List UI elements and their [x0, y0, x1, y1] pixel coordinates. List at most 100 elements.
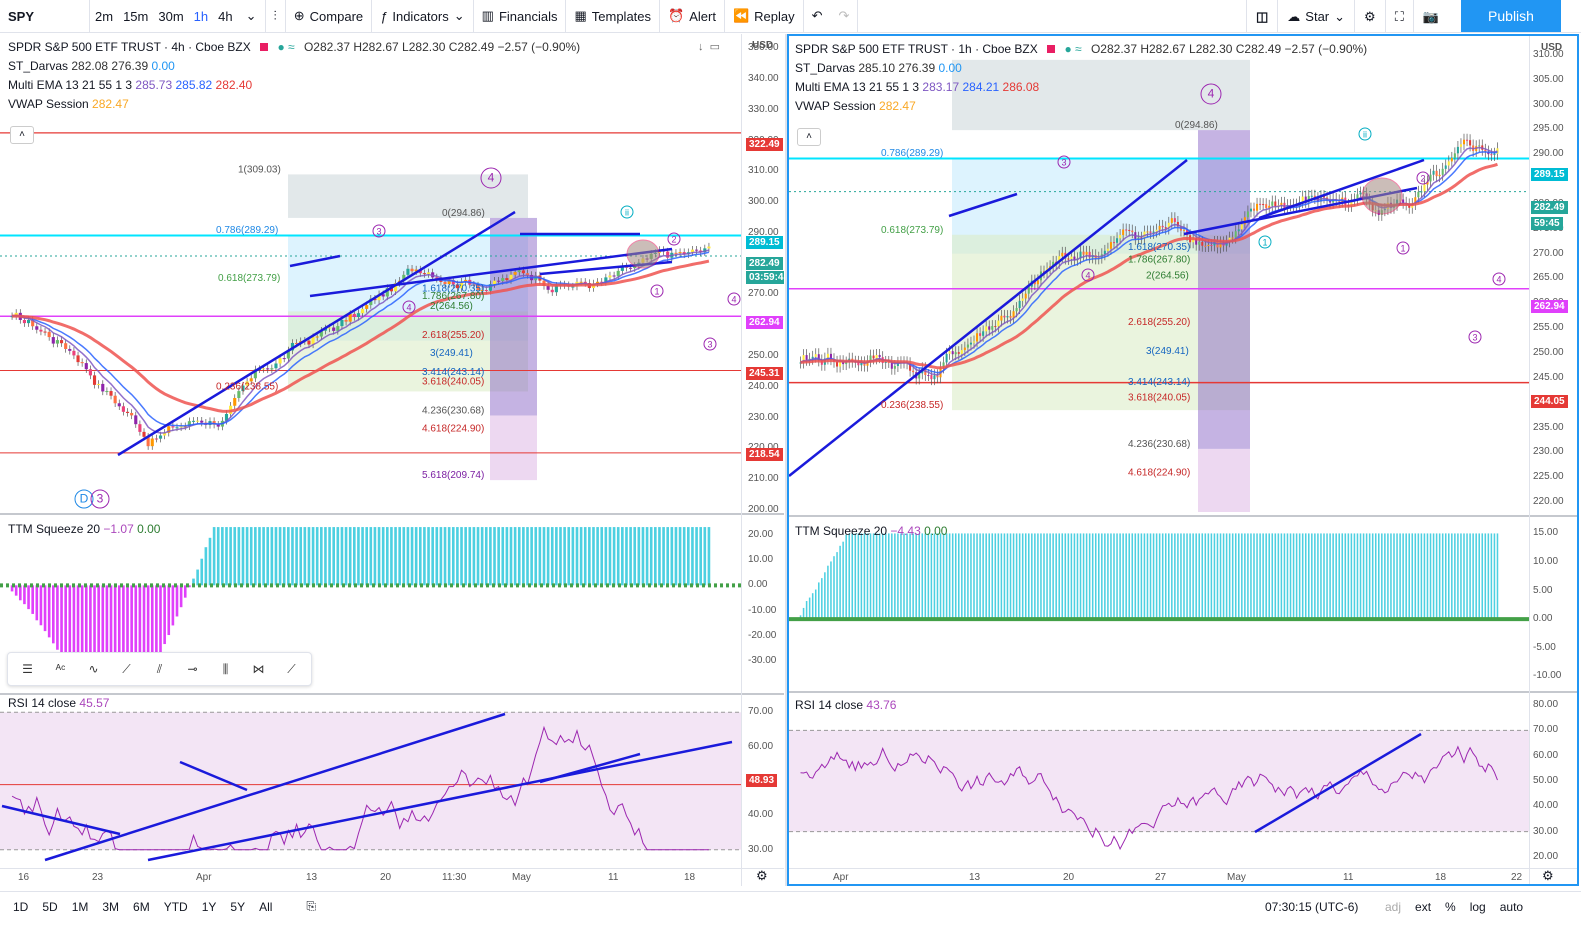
range-1d[interactable]: 1D [13, 899, 29, 914]
range-1m[interactable]: 1M [71, 899, 89, 914]
settings-button[interactable]: ⚙ [1354, 0, 1385, 33]
scale-opt-3[interactable]: log [1469, 899, 1486, 914]
candle-body [666, 251, 670, 258]
left-price-axis[interactable] [741, 34, 784, 886]
candle-body [1234, 231, 1237, 238]
right-chart-pane[interactable]: 0(294.86) 0.786(289.29) 0.618(273.79) 1.618… [787, 34, 1579, 886]
candle-body [682, 252, 686, 255]
interval-4h[interactable]: 4h [218, 8, 233, 24]
left-chart-canvas[interactable]: 1(309.03) 0.786(289.29) 0.618(273.79) 0(294… [0, 34, 784, 886]
collapse-legend-button[interactable]: ˄ [10, 126, 34, 144]
compare-button[interactable]: ⊕ Compare [286, 0, 373, 33]
right-vwap-label[interactable]: VWAP Session [795, 99, 876, 113]
symbol-search[interactable]: SPY [0, 0, 90, 33]
publish-button[interactable]: Publish [1461, 0, 1561, 32]
scale-opt-0[interactable]: adj [1385, 899, 1402, 914]
candle-body [802, 355, 805, 363]
right-darvas-label[interactable]: ST_Darvas [795, 61, 856, 75]
right-chart-canvas[interactable]: 0(294.86) 0.786(289.29) 0.618(273.79) 1.618… [789, 36, 1577, 884]
chart-type-button[interactable]: ⫶ [266, 0, 286, 33]
candle-body [554, 285, 558, 293]
candle-body [600, 281, 604, 283]
right-axis-settings-icon[interactable]: ⚙ [1542, 868, 1554, 883]
range-ytd[interactable]: YTD [163, 899, 188, 914]
collapse-legend-button[interactable]: ˄ [797, 128, 821, 146]
left-chart-pane[interactable]: 1(309.03) 0.786(289.29) 0.618(273.79) 0(294… [0, 34, 784, 886]
left-darvas-label[interactable]: ST_Darvas [8, 59, 69, 73]
candle-body [72, 350, 76, 356]
star-layout-button[interactable]: ☁ Star ⌄ [1277, 0, 1354, 33]
goto-date-icon[interactable]: ⎘ [306, 899, 317, 913]
right-rsi-label[interactable]: RSI 14 close [795, 698, 864, 712]
templates-button[interactable]: ▦ Templates [566, 0, 661, 33]
scale-opt-1[interactable]: ext [1415, 899, 1432, 914]
top-toolbar: SPY 2m 15m 30m 1h 4h ⌄ ⫶ ⊕ Compare ƒ Indic… [0, 0, 1581, 33]
candle-body [1240, 224, 1243, 230]
candle-body [942, 362, 945, 368]
range-3m[interactable]: 3M [102, 899, 120, 914]
replay-button[interactable]: ⏪ Replay [725, 0, 804, 33]
indicators-button[interactable]: ƒ Indicators ⌄ [372, 0, 474, 33]
fib-label: 5.618(209.74) [422, 470, 484, 481]
candle-body [1109, 242, 1112, 249]
range-all[interactable]: All [259, 899, 273, 914]
fullscreen-button[interactable]: ⛶ [1384, 0, 1413, 33]
candle-body [912, 370, 915, 373]
layout-button[interactable]: ◫ [1246, 0, 1277, 33]
ttm-tick: 0.00 [748, 579, 768, 591]
fib-fan-icon[interactable]: ⫽ [156, 661, 163, 676]
scale-opt-4[interactable]: auto [1499, 899, 1524, 914]
interval-1h[interactable]: 1h [193, 8, 209, 24]
pattern-icon[interactable]: ⋈ [252, 662, 265, 676]
scale-opt-2[interactable]: % [1445, 899, 1456, 914]
fib-label: 1.618(270.35) [422, 283, 484, 294]
trend-line-icon[interactable]: ⟋ [122, 661, 131, 676]
candle-body [896, 362, 899, 367]
fib-lines-icon[interactable]: ☰ [22, 662, 33, 676]
interval-15m[interactable]: 15m [123, 8, 149, 24]
horizontal-line-icon[interactable]: ⊸ [187, 662, 198, 676]
range-6m[interactable]: 6M [133, 899, 150, 914]
alert-button[interactable]: ⏰ Alert [660, 0, 725, 33]
pane-controls[interactable]: ↓ ▭ [698, 40, 720, 53]
left-ema-label[interactable]: Multi EMA 13 21 55 1 3 [8, 78, 133, 92]
candle-body [97, 383, 101, 385]
elliott-wave-icon[interactable]: ∿ [88, 662, 99, 676]
candle-body [1033, 280, 1036, 285]
price-tick: 240.00 [748, 380, 779, 392]
templates-label: Templates [591, 8, 652, 24]
interval-2m[interactable]: 2m [95, 8, 114, 24]
range-5d[interactable]: 5D [42, 899, 58, 914]
candle-body [311, 337, 315, 345]
candle-body [1119, 235, 1122, 239]
elliott-abc-icon[interactable]: ᴬᶜ [55, 662, 66, 676]
financials-button[interactable]: ▥ Financials [474, 0, 567, 33]
clock[interactable]: 07:30:15 (UTC-6) [1265, 899, 1359, 914]
range-5y[interactable]: 5Y [230, 899, 246, 914]
candle-body [1219, 242, 1222, 248]
compare-label: Compare [309, 8, 364, 24]
left-vwap-label[interactable]: VWAP Session [8, 97, 89, 111]
snapshot-button[interactable]: 📷 [1412, 0, 1448, 33]
left-ttm-label[interactable]: TTM Squeeze 20 [8, 522, 101, 536]
interval-30m[interactable]: 30m [158, 8, 184, 24]
candle-body [1246, 211, 1249, 218]
long-position-icon[interactable]: ⫼ [222, 661, 229, 676]
right-price-axis[interactable] [1529, 36, 1577, 884]
line-tool-icon[interactable]: ⟋ [287, 661, 296, 676]
wave-circle [90, 489, 110, 509]
pane-divider[interactable] [785, 34, 787, 886]
left-axis-settings-icon[interactable]: ⚙ [756, 868, 768, 883]
range-1y[interactable]: 1Y [201, 899, 217, 914]
alert-label: Alert [689, 8, 716, 24]
right-ttm-label[interactable]: TTM Squeeze 20 [795, 524, 888, 538]
candle-body [171, 426, 175, 428]
redo-button[interactable]: ↷ [831, 0, 859, 33]
candle-body [179, 426, 183, 428]
wave-label: 4 [488, 171, 495, 185]
undo-button[interactable]: ↶ [804, 0, 831, 33]
interval-dropdown[interactable]: ⌄ [238, 0, 266, 33]
left-rsi-label[interactable]: RSI 14 close [8, 696, 77, 710]
candle-body [1128, 229, 1131, 231]
right-ema-label[interactable]: Multi EMA 13 21 55 1 3 [795, 80, 920, 94]
